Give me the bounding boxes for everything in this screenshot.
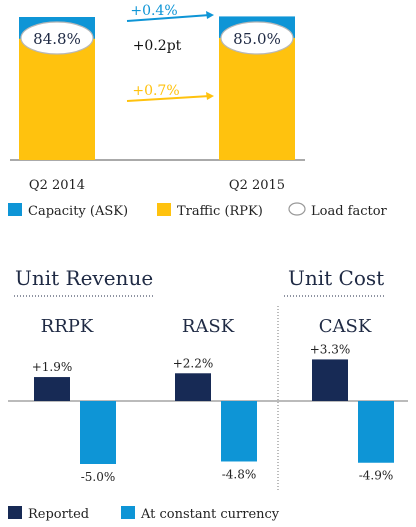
legend-swatch-capacity	[8, 203, 22, 216]
rrpk-reported-bar	[34, 377, 70, 401]
cask-constant-value: -4.9%	[359, 469, 394, 483]
legend-label-constant: At constant currency	[140, 507, 280, 522]
rrpk-reported-value: +1.9%	[32, 360, 73, 374]
traffic-arrow-head	[206, 92, 214, 100]
unit-cost-title: Unit Cost	[288, 266, 384, 290]
legend-label-traffic: Traffic (RPK)	[177, 204, 263, 219]
load-factor-label-2: 85.0%	[233, 30, 281, 48]
legend-label-load-factor: Load factor	[311, 204, 388, 219]
capacity-arrow-line	[126, 14, 211, 22]
cask-category-label: CASK	[319, 316, 372, 337]
rrpk-category-label: RRPK	[41, 316, 94, 337]
capacity-change-label: +0.4%	[130, 3, 177, 19]
load-factor-label-1: 84.8%	[33, 30, 81, 48]
rask-constant-value: -4.8%	[222, 467, 257, 481]
legend-label-capacity: Capacity (ASK)	[28, 204, 128, 219]
unit-revenue-cost-chart: Unit Revenue Unit Cost RRPK +1.9% -5.0% RASK +…	[8, 266, 408, 522]
category-label-2: Q2 2015	[229, 178, 285, 193]
category-label-1: Q2 2014	[29, 178, 85, 193]
legend-label-reported: Reported	[28, 507, 89, 522]
load-factor-ellipse-1	[20, 21, 94, 55]
cask-constant-bar	[358, 401, 394, 463]
rrpk-constant-value: -5.0%	[81, 470, 116, 484]
legend-swatch-constant	[121, 506, 135, 519]
legend-swatch-load-factor	[288, 202, 306, 216]
rask-category-label: RASK	[182, 316, 235, 337]
load-factor-change-label: +0.2pt	[133, 38, 182, 54]
traffic-change-label: +0.7%	[132, 83, 179, 99]
rrpk-constant-bar	[80, 401, 116, 464]
unit-revenue-title: Unit Revenue	[15, 266, 153, 290]
traffic-arrow-line	[126, 95, 211, 102]
traffic-bar-2	[219, 37, 295, 160]
legend-swatch-reported	[8, 506, 22, 519]
rask-reported-bar	[175, 373, 211, 401]
traffic-bar-1	[19, 38, 95, 160]
rask-constant-bar	[221, 401, 257, 462]
legend-swatch-traffic	[157, 203, 171, 216]
load-factor-ellipse-2	[220, 21, 294, 55]
capacity-arrow-head	[206, 11, 214, 19]
cask-reported-value: +3.3%	[310, 342, 351, 356]
rask-reported-value: +2.2%	[173, 356, 214, 370]
capacity-traffic-chart: 84.8% Q2 2014 85.0% Q2 2015 +0.4% +0.2pt +0.7%…	[8, 3, 388, 219]
cask-reported-bar	[312, 359, 348, 401]
